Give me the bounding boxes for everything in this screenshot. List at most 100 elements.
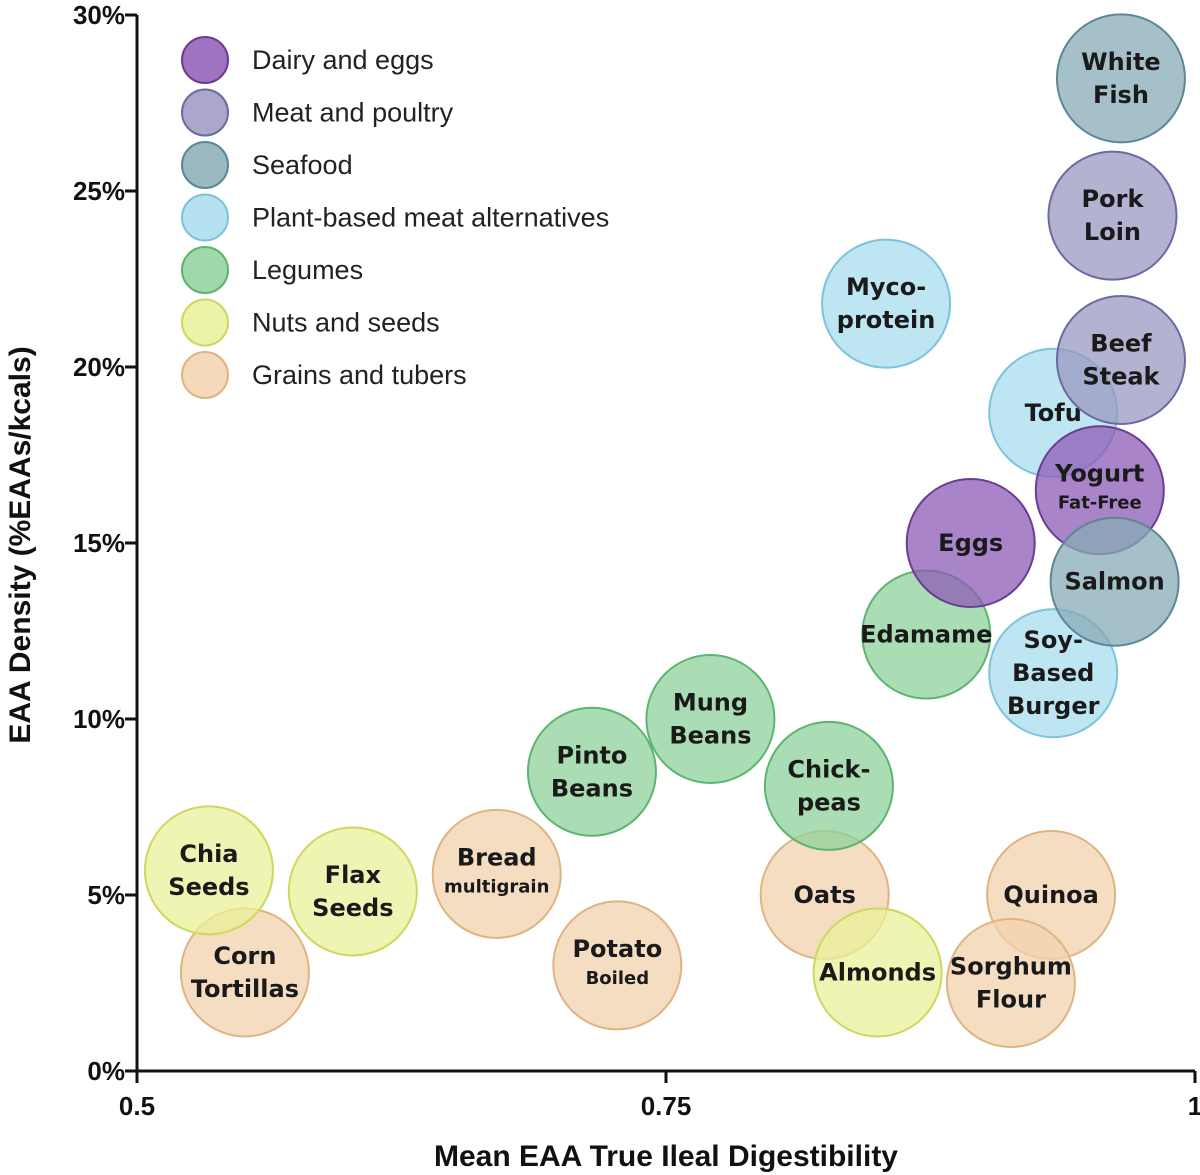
legend-item-legumes: Legumes bbox=[181, 246, 363, 294]
y-tick-label: 5% bbox=[87, 880, 125, 910]
bubble-label: Flour bbox=[976, 986, 1046, 1014]
y-tick-label: 10% bbox=[73, 704, 125, 734]
bubble-label: Mung bbox=[673, 689, 748, 717]
x-axis-title: Mean EAA True Ileal Digestibility bbox=[434, 1140, 898, 1173]
legend-swatch bbox=[181, 193, 229, 242]
bubble-label: Myco- bbox=[846, 273, 926, 301]
bubble-label: Loin bbox=[1084, 218, 1141, 246]
bubble-circle bbox=[812, 907, 943, 1038]
legend: Dairy and eggs Meat and poultry Seafood Pla… bbox=[181, 36, 609, 399]
legend-label: Nuts and seeds bbox=[252, 308, 440, 338]
bubble-label: Salmon bbox=[1064, 568, 1164, 596]
bubble-circle bbox=[552, 900, 683, 1031]
x-tick-label: 1 bbox=[1188, 1091, 1200, 1121]
bubble-circle bbox=[1047, 150, 1178, 281]
bubble-potato-boiled: Potato Boiled bbox=[552, 900, 683, 1031]
bubble-circle bbox=[526, 706, 657, 837]
bubble-label: Steak bbox=[1082, 362, 1160, 390]
bubble-label: Fish bbox=[1093, 81, 1149, 109]
legend-swatch bbox=[181, 351, 229, 399]
legend-label: Plant-based meat alternatives bbox=[252, 203, 609, 233]
y-tick-label: 20% bbox=[73, 352, 125, 382]
legend-label: Seafood bbox=[252, 150, 353, 180]
bubble-label: White bbox=[1081, 48, 1161, 76]
legend-label: Meat and poultry bbox=[252, 98, 454, 128]
bubble-label: Seeds bbox=[312, 894, 393, 922]
bubble-pinto-beans: Pinto Beans bbox=[526, 706, 657, 837]
legend-swatch bbox=[181, 298, 229, 347]
bubble-label: Almonds bbox=[819, 958, 936, 986]
bubble-circle bbox=[431, 808, 562, 939]
bubble-white-fish: White Fish bbox=[1055, 13, 1186, 144]
bubble-label: Bread bbox=[457, 843, 537, 871]
bubble-label: Tortillas bbox=[191, 975, 299, 1003]
legend-item-grains: Grains and tubers bbox=[181, 351, 467, 399]
bubble-circle bbox=[645, 654, 776, 784]
bubble-circle bbox=[1055, 13, 1186, 144]
bubble-myco-protein: Myco-protein bbox=[821, 238, 952, 369]
legend-item-plant: Plant-based meat alternatives bbox=[181, 193, 609, 242]
bubble-bread-multigrain: Bread multigrain bbox=[431, 808, 562, 939]
bubble-label: Beans bbox=[551, 774, 633, 802]
bubble-circle bbox=[821, 238, 952, 369]
y-axis-title: EAA Density (%EAAs/kcals) bbox=[4, 346, 37, 743]
bubble-circle bbox=[287, 826, 418, 957]
legend-swatch bbox=[181, 36, 229, 84]
bubble-corn-tortillas: Corn Tortillas bbox=[179, 907, 310, 1038]
bubble-almonds: Almonds bbox=[812, 907, 943, 1038]
bubble-sublabel: multigrain bbox=[444, 876, 549, 897]
bubble-mung-beans: Mung Beans bbox=[645, 654, 776, 784]
legend-label: Legumes bbox=[252, 255, 363, 285]
bubble-label: protein bbox=[837, 306, 936, 334]
bubble-label: Potato bbox=[572, 935, 662, 963]
y-tick-label: 30% bbox=[73, 0, 125, 30]
bubble-circle bbox=[1049, 516, 1180, 647]
bubble-beef-steak: Beef Steak bbox=[1055, 294, 1186, 425]
legend-swatch bbox=[181, 141, 229, 189]
bubble-label: Based bbox=[1012, 659, 1094, 687]
bubble-label: Quinoa bbox=[1003, 881, 1098, 909]
bubble-label: Oats bbox=[794, 881, 856, 909]
legend-label: Grains and tubers bbox=[252, 360, 467, 390]
legend-item-nuts: Nuts and seeds bbox=[181, 298, 440, 347]
legend-swatch bbox=[181, 246, 229, 294]
bubble-label: Burger bbox=[1007, 692, 1100, 720]
bubble-label: Eggs bbox=[938, 529, 1003, 557]
bubble-circle bbox=[945, 918, 1076, 1048]
bubble-pork-loin: Pork Loin bbox=[1047, 150, 1178, 281]
bubble-label: Pork bbox=[1082, 185, 1145, 213]
bubble-circle bbox=[905, 478, 1036, 608]
bubble-label: peas bbox=[797, 788, 861, 816]
bubble-label: Flax bbox=[325, 861, 382, 889]
bubble-label: Edamame bbox=[860, 621, 992, 649]
legend-label: Dairy and eggs bbox=[252, 45, 434, 75]
bubble-eggs: Eggs bbox=[905, 478, 1036, 608]
bubble-chia-seeds: Chia Seeds bbox=[143, 805, 274, 936]
bubble-circle bbox=[1055, 294, 1186, 425]
bubble-label: Pinto bbox=[557, 741, 628, 769]
y-tick-label: 25% bbox=[73, 176, 125, 206]
bubble-label: Beans bbox=[669, 722, 751, 750]
bubble-sublabel: Fat-Free bbox=[1058, 493, 1142, 514]
bubble-sublabel: Boiled bbox=[586, 968, 650, 989]
legend-item-meat: Meat and poultry bbox=[181, 88, 454, 137]
bubble-chick-peas: Chick-peas bbox=[763, 720, 894, 851]
bubble-sorghum-flour: Sorghum Flour bbox=[945, 918, 1076, 1048]
x-tick-label: 0.5 bbox=[119, 1091, 155, 1121]
legend-swatch bbox=[181, 88, 229, 137]
legend-item-dairy: Dairy and eggs bbox=[181, 36, 434, 84]
bubble-circle bbox=[988, 608, 1119, 739]
y-tick-label: 0% bbox=[87, 1056, 125, 1086]
bubble-label: Beef bbox=[1090, 329, 1152, 357]
bubble-label: Seeds bbox=[168, 873, 249, 901]
bubbles-layer: Corn Tortillas Bread multigrain Potato Boiled… bbox=[143, 13, 1186, 1048]
ticks-layer: 0% 5% 10% 15% 20% 25% 30% 0.5 0.75 1 bbox=[73, 0, 1200, 1121]
bubble-salmon: Salmon bbox=[1049, 516, 1180, 647]
bubble-label: Yogurt bbox=[1054, 460, 1144, 488]
x-tick-label: 0.75 bbox=[641, 1091, 692, 1121]
bubble-label: Chick- bbox=[787, 755, 870, 783]
bubble-label: Tofu bbox=[1025, 399, 1082, 427]
legend-item-seafood: Seafood bbox=[181, 141, 353, 189]
